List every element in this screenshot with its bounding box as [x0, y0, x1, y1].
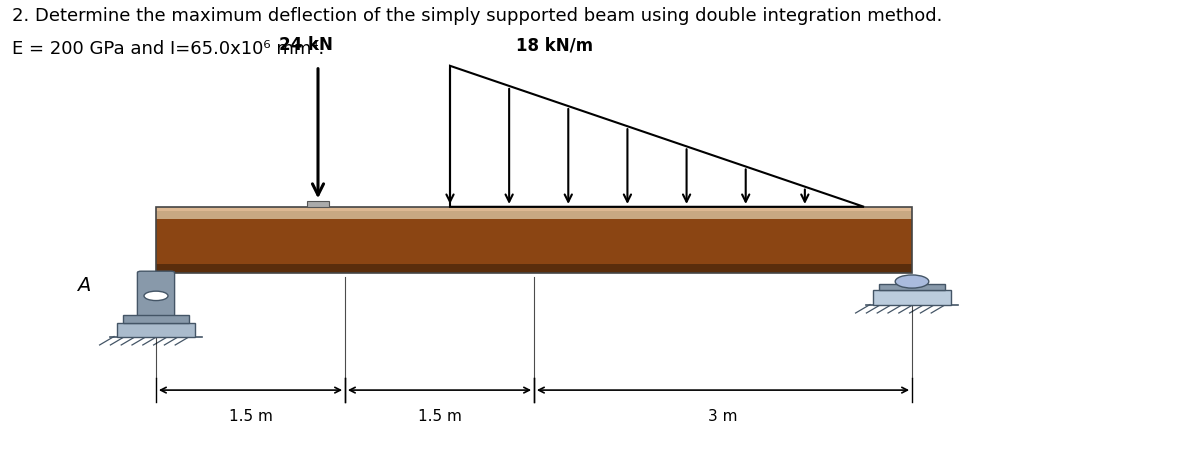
Text: 24 kN: 24 kN [280, 36, 332, 54]
Bar [156, 207, 912, 273]
Bar [156, 264, 912, 273]
FancyBboxPatch shape [138, 271, 175, 316]
FancyBboxPatch shape [874, 290, 952, 305]
Bar [307, 201, 329, 207]
Bar [878, 284, 946, 290]
Bar [156, 207, 912, 211]
Text: 3 m: 3 m [708, 409, 738, 424]
Text: B: B [926, 290, 940, 310]
Circle shape [895, 275, 929, 288]
Bar [156, 207, 912, 273]
Text: 2. Determine the maximum deflection of the simply supported beam using double in: 2. Determine the maximum deflection of t… [12, 7, 942, 25]
Text: 1.5 m: 1.5 m [418, 409, 462, 424]
Text: 1.5 m: 1.5 m [228, 409, 272, 424]
Bar [124, 315, 190, 323]
Text: E = 200 GPa and I=65.0x10⁶ mm⁴.: E = 200 GPa and I=65.0x10⁶ mm⁴. [12, 40, 324, 58]
Text: 18 kN/m: 18 kN/m [516, 36, 593, 54]
Text: A: A [77, 276, 90, 295]
Bar [156, 207, 912, 219]
Polygon shape [118, 323, 194, 337]
Circle shape [144, 291, 168, 301]
